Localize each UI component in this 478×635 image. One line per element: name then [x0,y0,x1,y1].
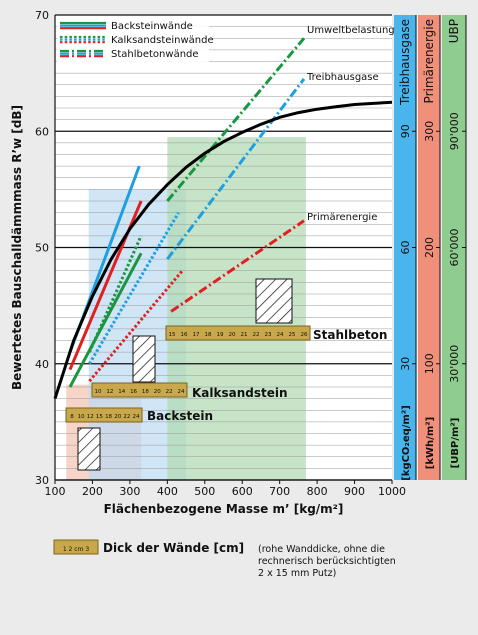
x-tick-label: 400 [157,485,178,498]
ruler-tick-label: 16 [130,389,137,395]
x-tick-label: 600 [232,485,253,498]
wall-symbol [132,335,156,383]
material-label: Kalksandstein [192,386,288,400]
footnote-line: rechnerisch berücksichtigten [258,556,396,567]
legend-label: Stahlbetonwände [111,49,199,60]
ruler-tick-label: 15 [169,332,176,338]
series-line-stahlbeton-dash-dot [166,37,306,202]
y-tick-label: 50 [35,242,49,255]
right-axis-tick-label: 90 [399,124,412,138]
x-tick-label: 700 [269,485,290,498]
right-axis-tick-label: 100 [423,353,436,374]
right-axis-tick-label: 200 [423,237,436,258]
series-line-kalksandstein-dotted [88,211,180,365]
ruler-tick-label: 20 [114,414,121,420]
right-axis-tick-label: 60'000 [448,228,461,266]
y-tick-label: 40 [35,358,49,371]
wall-symbol [77,427,101,471]
ruler-tick-label: 10 [95,389,102,395]
ruler-tick-label: 17 [193,332,200,338]
ruler-tick-label: 12 [87,414,94,420]
right-axis-band [394,15,416,480]
ruler-bar [91,382,188,398]
footnote-line: 2 x 15 mm Putz) [258,568,336,579]
material-label: Stahlbeton [313,328,387,342]
series-annotation: Primärenergie [307,212,377,223]
series-line-kalksandstein-dotted [88,269,184,383]
ruler-tick-label: 18 [105,414,112,420]
x-tick-label: 100 [45,485,66,498]
ruler-tick-label: 10 [78,414,85,420]
ruler-bar [65,407,143,423]
ruler-bar [165,325,311,341]
x-tick-label: 1000 [378,485,406,498]
series-annotation: Umweltbelastung [307,25,395,36]
legend-box [57,16,209,66]
ruler-tick-label: 8 [70,414,74,420]
series-line-stahlbeton-dash-dot [170,219,305,313]
y-tick-label: 30 [35,474,49,487]
ruler-tick-label: 18 [142,389,149,395]
ruler-tick-label: 12 [106,389,113,395]
right-axis-tick-label: 30 [399,357,412,371]
right-axis-unit: [kgCO₂eq/m²] [401,405,412,481]
ruler-tick-label: 15 [96,414,103,420]
ruler-tick-label: 20 [154,389,161,395]
material-label: Backstein [147,409,213,423]
footer-ruler-text: Dick der Wände [cm] [103,541,244,555]
right-axis-unit: [kWh/m²] [425,417,436,469]
x-tick-label: 800 [307,485,328,498]
right-axis-tick-label: 300 [423,121,436,142]
series-annotation: Treibhausgase [306,72,379,83]
wall-symbol [255,278,293,324]
ruler-tick-label: 19 [217,332,224,338]
legend-label: Kalksandsteinwände [111,35,214,46]
ruler-tick-label: 14 [118,389,125,395]
ruler-tick-label: 21 [241,332,248,338]
right-axis-band [418,15,440,480]
y-tick-label: 70 [35,9,49,22]
ruler-tick-label: 23 [265,332,272,338]
right-axis-tick-label: 90'000 [448,112,461,150]
right-axis-title: Treibhausgase [398,19,412,106]
mass-law-curve [53,100,393,400]
right-axis-tick-label: 30'000 [448,345,461,383]
y-axis-label: Bewertetes Bauschalldämmmass R’w [dB] [10,105,24,390]
ruler-tick-label: 22 [123,414,130,420]
footer-ruler [53,539,99,555]
x-tick-label: 300 [119,485,140,498]
ruler-tick-label: 22 [166,389,173,395]
series-line-stahlbeton-dash-dot [166,78,306,261]
right-axis-title: Primärenergie [422,19,436,103]
ruler-tick-label: 24 [277,332,284,338]
y-tick-label: 60 [35,125,49,138]
right-axis-tick-label: 60 [399,241,412,255]
ruler-tick-label: 16 [181,332,188,338]
x-tick-label: 200 [82,485,103,498]
ruler-tick-label: 20 [229,332,236,338]
right-axis-title: UBP [447,19,461,43]
ruler-tick-label: 26 [301,332,308,338]
right-axis-unit: [UBP/m²] [450,418,461,469]
ruler-tick-label: 22 [253,332,260,338]
x-tick-label: 500 [194,485,215,498]
footer-ruler-sample: 1 2 cm 3 [63,546,90,553]
ruler-tick-label: 24 [178,389,185,395]
x-tick-label: 900 [344,485,365,498]
ruler-tick-label: 18 [205,332,212,338]
ruler-tick-label: 24 [133,414,140,420]
series-line-backstein-solid [68,252,143,388]
ruler-tick-label: 25 [289,332,296,338]
x-axis-label: Flächenbezogene Masse m’ [kg/m²] [104,502,344,516]
legend-label: Backsteinwände [111,21,193,32]
footnote-line: (rohe Wanddicke, ohne die [258,544,385,555]
